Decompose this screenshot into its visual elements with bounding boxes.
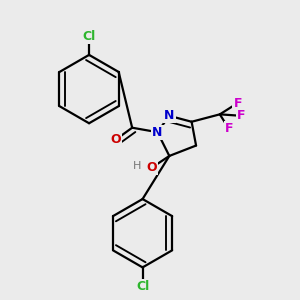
Text: F: F (233, 97, 242, 110)
Text: H: H (133, 161, 141, 171)
Text: F: F (237, 109, 245, 122)
Text: N: N (152, 126, 163, 139)
Text: O: O (146, 161, 157, 174)
Text: F: F (224, 122, 233, 135)
Text: Cl: Cl (82, 30, 96, 43)
Text: Cl: Cl (136, 280, 149, 292)
Text: O: O (110, 133, 121, 146)
Text: N: N (164, 109, 175, 122)
